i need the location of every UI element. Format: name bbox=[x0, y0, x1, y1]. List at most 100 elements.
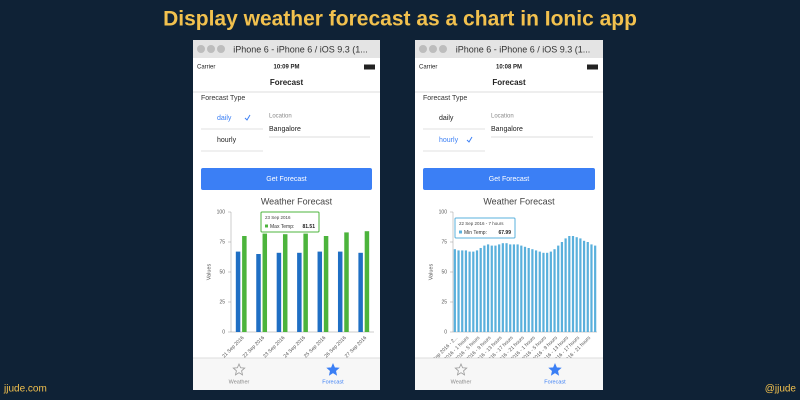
bar bbox=[317, 251, 323, 332]
option-label[interactable]: daily bbox=[439, 115, 454, 122]
button-label: Get Forecast bbox=[489, 176, 530, 183]
window-button bbox=[197, 45, 205, 53]
bar bbox=[534, 250, 538, 332]
carrier: Carrier bbox=[197, 65, 215, 71]
bar bbox=[235, 251, 241, 332]
get-forecast-button[interactable] bbox=[423, 168, 595, 190]
bar bbox=[579, 238, 582, 332]
tab-icon[interactable] bbox=[326, 362, 340, 376]
button-label: Get Forecast bbox=[266, 176, 307, 183]
y-tick-label: 50 bbox=[441, 269, 447, 275]
tooltip-title: 22 Sep 2016 - 7 hours bbox=[459, 221, 504, 226]
location-label: Location bbox=[269, 114, 292, 120]
bar bbox=[282, 234, 288, 332]
tooltip-swatch bbox=[265, 224, 268, 228]
window-title: iPhone 6 - iPhone 6 / iOS 9.3 (1... bbox=[233, 44, 368, 54]
time: 10:08 PM bbox=[496, 65, 522, 71]
bar bbox=[461, 250, 464, 332]
tooltip bbox=[260, 211, 320, 233]
bar bbox=[242, 236, 247, 332]
bar bbox=[490, 245, 493, 332]
bar bbox=[512, 244, 516, 332]
bar bbox=[494, 245, 497, 332]
window-button bbox=[439, 45, 447, 53]
bar bbox=[509, 244, 512, 332]
bar bbox=[520, 245, 523, 332]
bar bbox=[594, 245, 597, 332]
bar bbox=[553, 249, 556, 332]
bar bbox=[464, 250, 468, 332]
y-axis-label: Values bbox=[206, 264, 212, 281]
option-label[interactable]: daily bbox=[217, 115, 232, 122]
bar bbox=[472, 251, 475, 332]
y-tick-label: 0 bbox=[444, 329, 447, 335]
tooltip-value: 67.99 bbox=[498, 230, 511, 236]
tab-label[interactable]: Forecast bbox=[322, 379, 344, 385]
window-titlebar bbox=[193, 40, 380, 58]
y-tick-label: 50 bbox=[219, 269, 225, 275]
y-tick-label: 75 bbox=[219, 239, 225, 245]
slide-title: Display weather forecast as a chart in I… bbox=[163, 8, 637, 31]
tab-bar bbox=[193, 358, 380, 390]
y-tick-label: 100 bbox=[217, 209, 226, 215]
y-tick-label: 0 bbox=[222, 329, 225, 335]
bar bbox=[457, 250, 460, 332]
battery bbox=[364, 64, 375, 70]
tab-icon[interactable] bbox=[454, 362, 468, 376]
tab-label[interactable]: Forecast bbox=[544, 379, 566, 385]
bar bbox=[575, 237, 578, 332]
chart-title: Weather Forecast bbox=[261, 196, 333, 206]
bar bbox=[549, 251, 552, 332]
bar bbox=[475, 250, 479, 332]
bar bbox=[586, 242, 589, 332]
footer-right: @jjude bbox=[765, 384, 797, 395]
option-label[interactable]: hourly bbox=[439, 137, 459, 144]
bar bbox=[590, 244, 593, 332]
bar bbox=[546, 252, 549, 332]
bar bbox=[571, 236, 575, 332]
bar bbox=[505, 243, 508, 332]
tab-icon[interactable] bbox=[232, 362, 246, 376]
window-button bbox=[429, 45, 437, 53]
tooltip bbox=[454, 217, 516, 239]
bar bbox=[501, 243, 504, 332]
bar bbox=[483, 245, 486, 332]
bar bbox=[468, 251, 471, 332]
time: 10:09 PM bbox=[273, 65, 299, 71]
tab-bar bbox=[415, 358, 603, 390]
get-forecast-button[interactable] bbox=[201, 168, 372, 190]
window-title: iPhone 6 - iPhone 6 / iOS 9.3 (1... bbox=[456, 44, 591, 54]
window-titlebar bbox=[415, 40, 603, 58]
tab-icon[interactable] bbox=[548, 362, 562, 376]
chart-title: Weather Forecast bbox=[483, 196, 555, 206]
nav-title: Forecast bbox=[492, 78, 526, 87]
bar bbox=[276, 252, 282, 332]
bar bbox=[498, 244, 501, 332]
y-tick-label: 25 bbox=[219, 299, 225, 305]
bar bbox=[523, 246, 527, 332]
location-label: Location bbox=[491, 114, 514, 120]
option-label[interactable]: hourly bbox=[217, 137, 237, 144]
window-button bbox=[217, 45, 225, 53]
window-button bbox=[207, 45, 215, 53]
bar bbox=[364, 231, 370, 332]
bar bbox=[453, 249, 456, 332]
location-value: Bangalore bbox=[269, 126, 301, 133]
tab-label[interactable]: Weather bbox=[451, 379, 472, 385]
bar bbox=[538, 251, 541, 332]
bar bbox=[358, 252, 363, 332]
tooltip-title: 23 Sep 2016 bbox=[265, 215, 291, 220]
tab-label[interactable]: Weather bbox=[229, 379, 250, 385]
checkmark bbox=[466, 136, 473, 143]
footer-left: jjude.com bbox=[3, 384, 47, 395]
y-axis-label: Values bbox=[428, 264, 434, 281]
bar bbox=[557, 245, 560, 332]
y-tick-label: 25 bbox=[441, 299, 447, 305]
tooltip-label: Max Temp: bbox=[270, 224, 294, 230]
bar bbox=[262, 233, 268, 332]
bar bbox=[531, 249, 534, 332]
tooltip-swatch bbox=[459, 230, 462, 234]
bar bbox=[337, 251, 343, 332]
